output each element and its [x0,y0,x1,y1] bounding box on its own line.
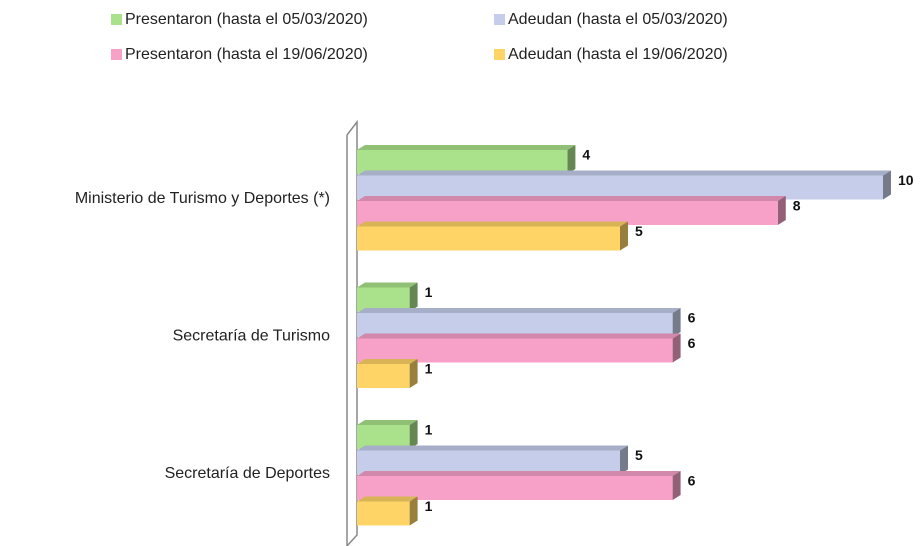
bar [357,282,418,312]
bar-side [883,170,891,200]
bar-side [672,308,681,337]
bar-face [357,364,410,388]
data-label: 1 [425,422,433,438]
bar [357,221,628,251]
bar [357,145,576,174]
legend-label: Adeudan (hasta el 05/03/2020) [508,11,728,28]
bar-side [620,445,628,475]
bar-top [357,196,786,201]
bar-top [357,170,891,176]
bar-top [357,282,418,288]
data-label: 6 [688,473,696,489]
data-label: 8 [793,198,801,214]
data-label: 5 [635,223,643,239]
legend-label: Presentaron (hasta el 19/06/2020) [125,46,368,63]
bar [357,333,681,363]
bar-face [357,338,673,363]
data-label: 1 [425,361,433,377]
legend-swatch [111,14,122,25]
bar-face [357,150,568,174]
bar-top [357,359,418,364]
legend-swatch [494,14,505,25]
bar-face [357,226,620,251]
bar [357,170,891,200]
data-label: 5 [635,447,643,463]
data-label: 1 [425,284,433,300]
y-tick-label: Secretaría de Deportes [165,465,330,482]
bar-face [357,175,883,200]
bar-top [357,308,681,313]
bar [357,359,418,388]
data-label: 1 [425,498,433,514]
data-label: 10 [898,172,914,188]
data-label: 6 [688,310,696,326]
bar-face [357,201,778,225]
bar-side [409,496,418,526]
bar-side [777,196,786,225]
legend-swatch [494,49,505,60]
data-label: 4 [582,147,590,163]
bar-face [357,476,673,500]
bar-top [357,471,681,476]
bar [357,420,418,449]
bar-face [357,501,410,526]
bar [357,445,628,475]
bar-side [620,221,628,251]
y-tick-label: Secretaría de Turismo [173,328,331,345]
bar-top [357,445,628,451]
y-tick-label: Ministerio de Turismo y Deportes (*) [75,190,330,207]
bar-top [357,145,576,150]
data-label: 6 [688,335,696,351]
bar-side [409,359,418,388]
bar-side [672,471,681,500]
bar-top [357,496,418,502]
bar-face [357,287,410,312]
legend-label: Presentaron (hasta el 05/03/2020) [125,11,368,28]
bar-top [357,420,418,425]
axis-wall [346,119,358,546]
bar-top [357,221,628,227]
bar-side [409,282,418,312]
bar-side [409,420,418,449]
bar-face [357,313,673,337]
bar [357,496,418,526]
bar-side [567,145,576,174]
bar-top [357,333,681,339]
bar-face [357,450,620,475]
bar-side [672,333,681,363]
legend-swatch [111,49,122,60]
legend-label: Adeudan (hasta el 19/06/2020) [508,46,728,63]
bar [357,196,786,225]
bar-face [357,425,410,449]
bar [357,471,681,500]
bar [357,308,681,337]
